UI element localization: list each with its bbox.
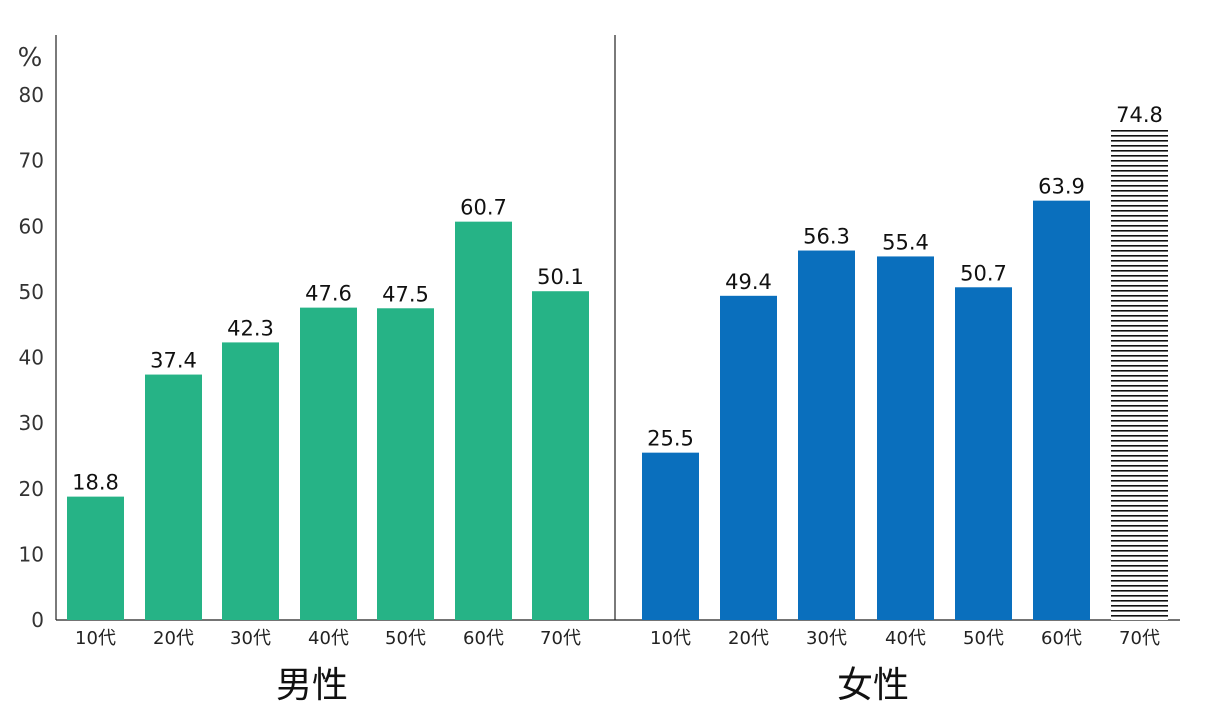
x-category-label: 20代 [153, 628, 194, 649]
bar-value-label: 47.5 [382, 282, 429, 306]
x-category-label: 10代 [75, 628, 116, 649]
bar-value-label: 74.8 [1116, 103, 1163, 127]
bar-value-label: 60.7 [460, 196, 507, 220]
x-category-label: 50代 [963, 628, 1004, 649]
y-tick-label: 60 [19, 214, 44, 238]
bar-male-5 [377, 308, 434, 620]
bar-value-label: 18.8 [72, 471, 119, 495]
x-category-label: 30代 [806, 628, 847, 649]
y-tick-label: 40 [19, 346, 44, 370]
bar-female-7 [1111, 129, 1168, 620]
y-tick-label: 0 [31, 608, 44, 632]
group-label-female: 女性 [837, 665, 909, 706]
bar-male-7 [532, 291, 589, 620]
bar-value-label: 56.3 [803, 225, 850, 249]
y-tick-label: 10 [19, 542, 44, 566]
y-tick-label: 30 [19, 411, 44, 435]
bar-female-2 [720, 295, 777, 620]
y-tick-label: 70 [19, 149, 44, 173]
bar-male-1 [67, 496, 124, 620]
bar-female-6 [1033, 200, 1090, 620]
bar-value-label: 37.4 [150, 349, 197, 373]
bar-female-4 [877, 256, 934, 620]
bar-value-label: 50.7 [960, 261, 1007, 285]
x-category-label: 20代 [728, 628, 769, 649]
bar-value-label: 25.5 [647, 427, 694, 451]
x-category-label: 30代 [230, 628, 271, 649]
y-unit-label: % [18, 43, 43, 73]
y-tick-label: 50 [19, 280, 44, 304]
bar-value-label: 47.6 [305, 282, 352, 306]
x-category-label: 10代 [650, 628, 691, 649]
x-category-label: 70代 [540, 628, 581, 649]
bar-male-4 [300, 307, 357, 620]
x-category-label: 60代 [463, 628, 504, 649]
bar-male-3 [222, 342, 279, 620]
bar-female-1 [642, 452, 699, 620]
bar-value-label: 63.9 [1038, 175, 1085, 199]
x-category-label: 70代 [1119, 628, 1160, 649]
bar-male-6 [455, 221, 512, 620]
bar-value-label: 49.4 [725, 270, 772, 294]
x-category-label: 60代 [1041, 628, 1082, 649]
y-tick-label: 80 [19, 83, 44, 107]
bar-value-label: 50.1 [537, 265, 584, 289]
y-tick-label: 20 [19, 477, 44, 501]
x-category-label: 50代 [385, 628, 426, 649]
x-category-label: 40代 [308, 628, 349, 649]
bar-female-5 [955, 287, 1012, 620]
group-label-male: 男性 [276, 665, 348, 706]
bar-value-label: 55.4 [882, 230, 929, 254]
bar-female-3 [798, 250, 855, 620]
bar-value-label: 42.3 [227, 316, 274, 340]
x-category-label: 40代 [885, 628, 926, 649]
bar-male-2 [145, 374, 202, 620]
